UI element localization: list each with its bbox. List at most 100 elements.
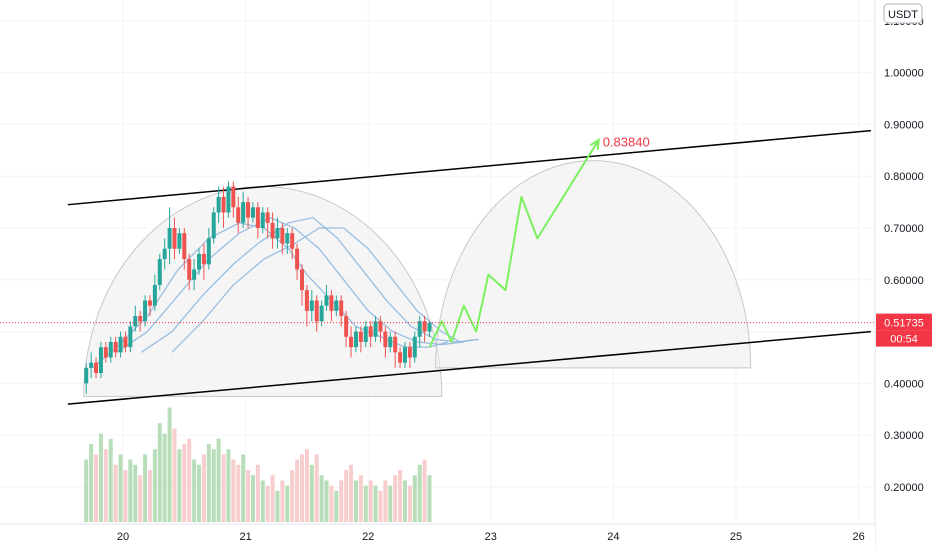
- price-tick-label: 0.80000: [884, 171, 924, 183]
- volume-bar: [349, 464, 354, 522]
- candle-body: [422, 321, 427, 332]
- candle-body: [172, 228, 177, 249]
- price-tick-label: 0.40000: [884, 378, 924, 390]
- candle-body: [304, 290, 309, 311]
- projection-arrowhead: [589, 137, 600, 150]
- bar-countdown: 00:54: [890, 334, 918, 346]
- candle-body: [167, 228, 172, 249]
- volume-bar: [89, 444, 94, 522]
- volume-bar: [246, 470, 251, 522]
- volume-bar: [206, 444, 211, 522]
- time-axis-ticks: 20 21 22 23 24 25 26: [117, 531, 865, 543]
- time-tick-label: 21: [239, 531, 251, 543]
- volume-bar: [167, 407, 172, 522]
- candle-body: [221, 196, 226, 213]
- price-tick-label: 0.70000: [884, 223, 924, 235]
- volume-bar: [358, 475, 363, 522]
- candle-body: [192, 269, 197, 280]
- volume-bar: [172, 428, 177, 522]
- volume-bar: [147, 470, 152, 522]
- volume-bar: [231, 459, 236, 522]
- volume-bar: [138, 475, 143, 522]
- channel-lower-line[interactable]: [67, 330, 871, 405]
- candle-body: [182, 233, 187, 260]
- volume-bar: [250, 475, 255, 522]
- candle-body: [250, 207, 255, 218]
- channel-lines[interactable]: [67, 129, 871, 405]
- volume-bar: [260, 480, 265, 522]
- volume-bar: [280, 480, 285, 522]
- volume-bar: [201, 454, 206, 522]
- candle-body: [128, 326, 133, 348]
- candle-body: [363, 326, 368, 342]
- time-tick-label: 22: [362, 531, 374, 543]
- candle-body: [290, 233, 295, 249]
- candle-body: [280, 228, 285, 244]
- candle-body: [407, 347, 412, 358]
- volume-bar: [373, 485, 378, 522]
- volume-bar: [290, 470, 295, 522]
- candle-body: [309, 300, 314, 311]
- candle-body: [295, 248, 300, 270]
- candle-body: [398, 352, 403, 363]
- channel-upper-line[interactable]: [67, 129, 871, 206]
- price-tick-label: 0.90000: [884, 119, 924, 131]
- currency-badge[interactable]: USDT: [883, 3, 923, 24]
- candle-body: [98, 347, 103, 374]
- candle-body: [270, 222, 275, 239]
- candle-body: [157, 259, 162, 285]
- candle-body: [368, 326, 373, 337]
- volume-bar: [216, 438, 221, 522]
- candle-body: [147, 300, 152, 306]
- volume-bar: [108, 438, 113, 522]
- last-price-tag: 0.51735 00:54: [876, 313, 932, 347]
- candle-body: [133, 316, 138, 327]
- volume-bar: [304, 449, 309, 522]
- volume-bar: [236, 464, 241, 522]
- volume-bar: [133, 464, 138, 522]
- volume-bar: [353, 480, 358, 522]
- candlesticks: [84, 181, 432, 394]
- volume-bar: [314, 454, 319, 522]
- price-axis[interactable]: [875, 0, 932, 550]
- time-tick-label: 26: [852, 531, 864, 543]
- candle-body: [89, 362, 94, 368]
- volume-bar: [143, 454, 148, 522]
- volume-bar: [152, 449, 157, 522]
- arc-pattern-1: [435, 160, 752, 369]
- volume-bar: [368, 480, 373, 522]
- candle-body: [123, 336, 128, 348]
- time-axis[interactable]: [0, 524, 875, 550]
- volume-bar: [265, 485, 270, 522]
- volume-bar: [113, 464, 118, 522]
- volume-bar: [295, 459, 300, 522]
- candle-body: [402, 347, 407, 363]
- volume-bar: [128, 459, 133, 522]
- target-price-label: 0.83840: [603, 134, 650, 149]
- volume-bar: [255, 464, 260, 522]
- price-tick-label: 0.30000: [884, 430, 924, 442]
- volume-bar: [221, 454, 226, 522]
- candle-body: [143, 300, 148, 322]
- volume-bar: [211, 449, 216, 522]
- candle-body: [94, 362, 99, 374]
- moving-average-line-3: [171, 227, 479, 353]
- candle-body: [236, 207, 241, 223]
- volume-bar: [378, 490, 383, 522]
- projection-path[interactable]: [428, 137, 600, 348]
- volume-bar: [324, 480, 329, 522]
- projection-line[interactable]: [428, 139, 600, 348]
- volume-bar: [309, 464, 314, 522]
- candle-body: [275, 228, 280, 239]
- candle-body: [241, 202, 246, 223]
- candle-body: [103, 347, 108, 358]
- volume-bar: [275, 490, 280, 522]
- candle-body: [187, 259, 192, 280]
- candle-body: [339, 300, 344, 317]
- candle-body: [206, 238, 211, 265]
- volume-bar: [270, 475, 275, 522]
- candle-body: [324, 295, 329, 306]
- candle-body: [197, 253, 202, 270]
- volume-bar: [241, 454, 246, 522]
